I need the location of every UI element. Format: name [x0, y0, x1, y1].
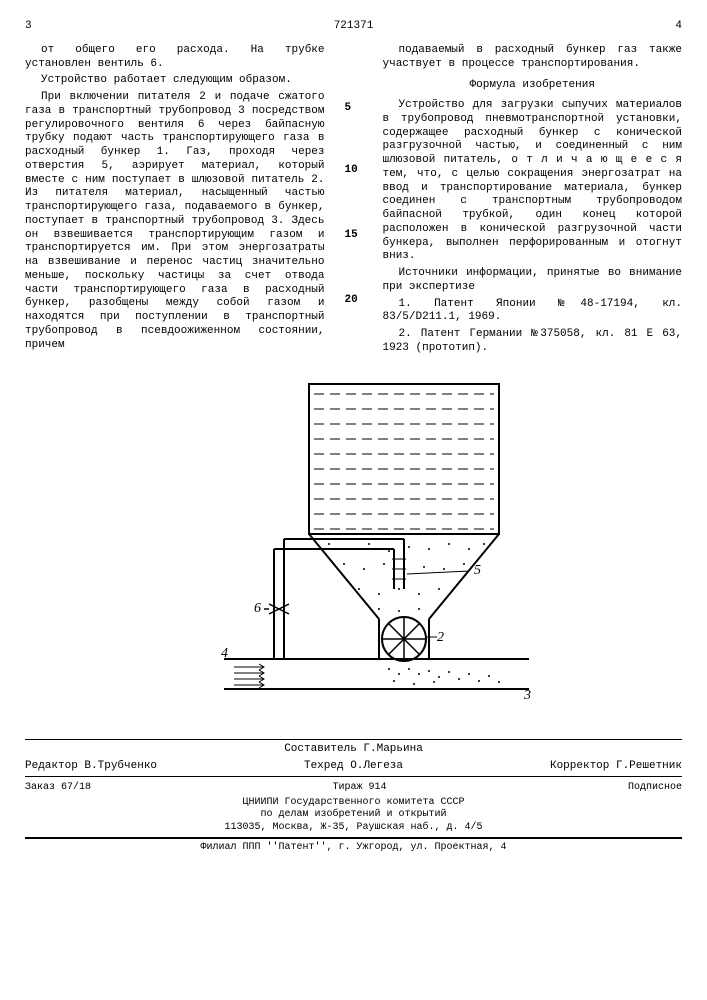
footer-bottom: Филиал ППП ''Патент'', г. Ужгород, ул. П… [25, 838, 682, 858]
footer-mid: Заказ 67/18 Тираж 914 Подписное ЦНИИПИ Г… [25, 776, 682, 838]
line-number: 20 [345, 294, 358, 308]
org-line: ЦНИИПИ Государственного комитета СССР [25, 797, 682, 810]
left-column: от общего его расхода. На трубке установ… [25, 44, 325, 359]
figure-label-2: 2 [437, 630, 444, 645]
formula-title: Формула изобретения [383, 79, 683, 93]
paragraph: Устройство для загрузки сыпучих материал… [383, 99, 683, 264]
figure-label-6: 6 [254, 601, 261, 616]
page-right: 4 [675, 20, 682, 34]
line-number: 5 [345, 102, 352, 116]
order: Заказ 67/18 [25, 782, 91, 795]
paragraph: от общего его расхода. На трубке установ… [25, 44, 325, 72]
paragraph: Устройство работает следующим образом. [25, 74, 325, 88]
source-item: 2. Патент Германии №375058, кл. 81 E 63,… [383, 328, 683, 356]
sources-title: Источники информации, принятые во вниман… [383, 267, 683, 295]
page-header: 3 721371 4 [25, 20, 682, 34]
source-item: 1. Патент Японии №48-17194, кл. 83/5/D21… [383, 298, 683, 326]
figure-label-5: 5 [474, 563, 481, 578]
page-left: 3 [25, 20, 32, 34]
editor: Редактор В.Трубченко [25, 760, 157, 774]
paragraph: При включении питателя 2 и подаче сжатог… [25, 91, 325, 352]
org-line: по делам изобретений и открытий [25, 809, 682, 822]
corrector: Корректор Г.Решетник [550, 760, 682, 774]
right-column: подаваемый в расходный бункер газ также … [383, 44, 683, 359]
compiler: Составитель Г.Марьина [284, 743, 423, 757]
paragraph: подаваемый в расходный бункер газ также … [383, 44, 683, 72]
tirage: Тираж 914 [332, 782, 386, 795]
diagram-figure: 6 4 2 3 5 [169, 379, 539, 729]
figure-label-3: 3 [523, 688, 531, 703]
line-number: 15 [345, 229, 358, 243]
two-column-body: от общего его расхода. На трубке установ… [25, 44, 682, 359]
document-number: 721371 [334, 20, 374, 34]
sign: Подписное [628, 782, 682, 795]
line-number-gutter: 5 10 15 20 [345, 44, 363, 359]
line-number: 10 [345, 164, 358, 178]
techred: Техред О.Легеза [304, 760, 403, 774]
footer-block: Составитель Г.Марьина Редактор В.Трубчен… [25, 739, 682, 858]
address: 113035, Москва, Ж-35, Раушская наб., д. … [25, 822, 682, 835]
figure-label-4: 4 [221, 646, 228, 661]
